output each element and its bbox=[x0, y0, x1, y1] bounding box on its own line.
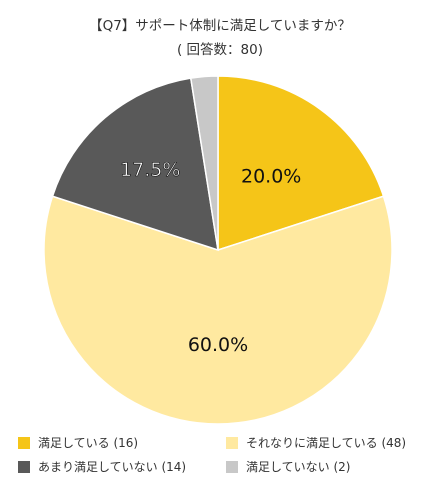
pie-slice bbox=[189, 75, 219, 251]
legend-swatch bbox=[18, 460, 30, 473]
legend-item-somewhat-satisfied: それなりに満足している (48) bbox=[226, 434, 406, 451]
legend-label: 満足していない (2) bbox=[246, 460, 351, 474]
legend-label: それなりに満足している (48) bbox=[246, 436, 407, 450]
data-label: 20.0% bbox=[241, 165, 301, 187]
pie-slice bbox=[51, 77, 219, 252]
pie-slice bbox=[217, 75, 385, 252]
legend-item-not-very-satisfied: あまり満足していない (14) bbox=[18, 458, 186, 475]
data-label: 17.5% bbox=[120, 159, 180, 181]
legend-label: 満足している (16) bbox=[38, 436, 139, 450]
chart-title: 【Q7】サポート体制に満足していますか？ bbox=[89, 18, 351, 34]
legend-label: あまり満足していない (14) bbox=[38, 460, 187, 474]
pie-slice bbox=[43, 195, 393, 425]
pie-chart: 20.0% 60.0% 17.5% bbox=[43, 75, 393, 425]
legend-swatch bbox=[18, 436, 30, 449]
legend-swatch bbox=[226, 436, 238, 449]
chart-subtitle: ( 回答数：80) bbox=[176, 42, 263, 58]
legend-swatch bbox=[226, 460, 238, 473]
legend-item-satisfied: 満足している (16) bbox=[18, 434, 138, 451]
legend-item-not-satisfied: 満足していない (2) bbox=[226, 458, 350, 475]
legend: 満足している (16) それなりに満足している (48) あまり満足していない … bbox=[18, 434, 428, 484]
data-label: 60.0% bbox=[188, 334, 248, 356]
